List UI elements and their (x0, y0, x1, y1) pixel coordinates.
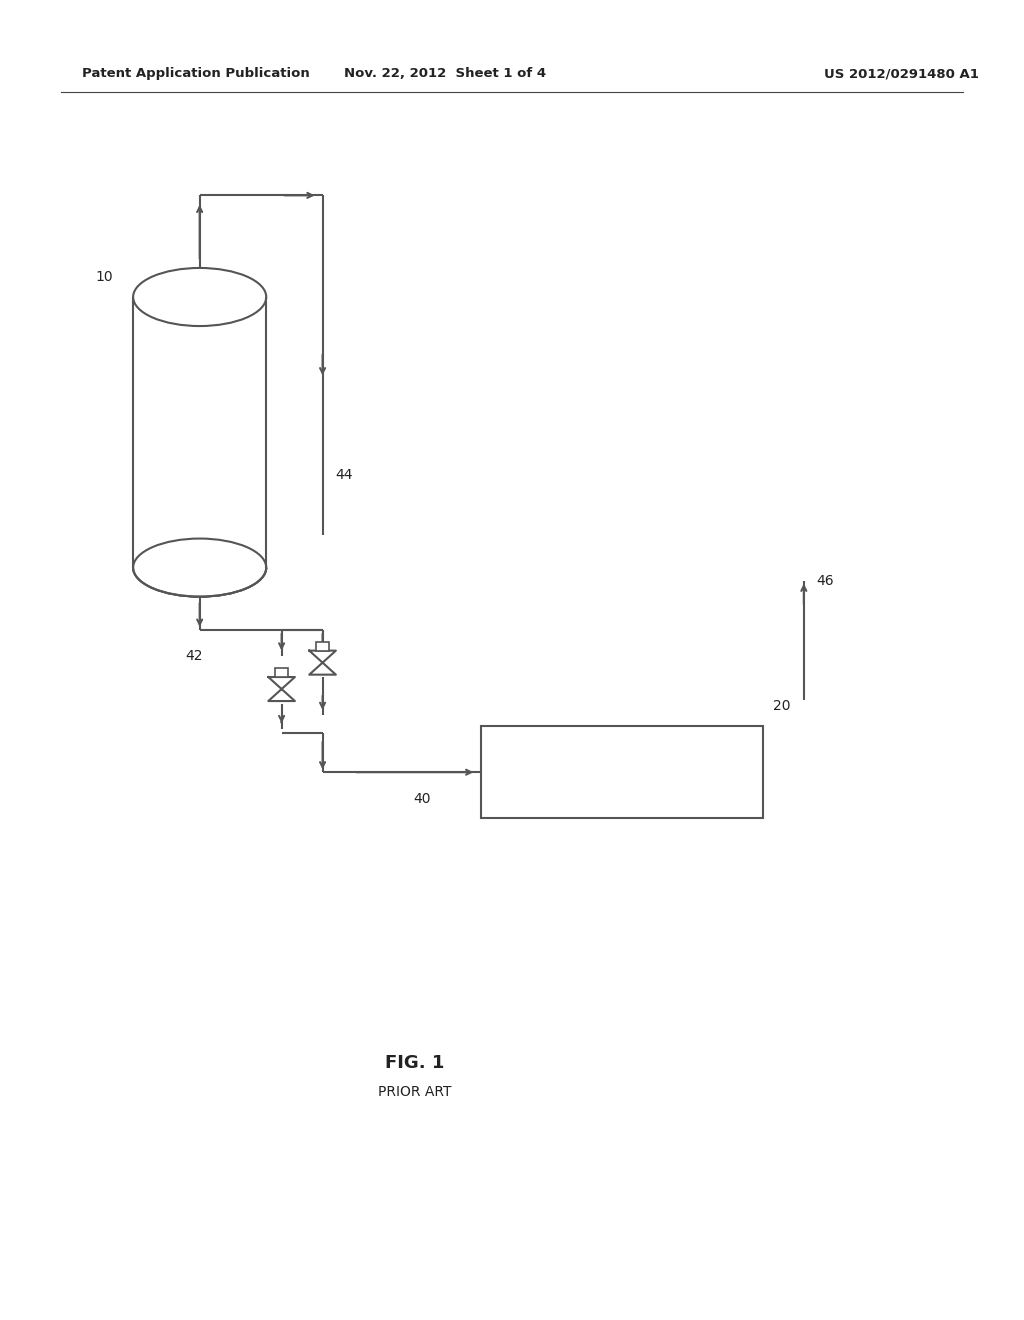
Polygon shape (268, 677, 295, 701)
Polygon shape (481, 726, 763, 818)
Text: 42: 42 (185, 649, 204, 664)
Text: FIG. 1: FIG. 1 (385, 1053, 444, 1072)
Polygon shape (274, 668, 289, 677)
Text: Nov. 22, 2012  Sheet 1 of 4: Nov. 22, 2012 Sheet 1 of 4 (344, 67, 547, 81)
Polygon shape (309, 651, 336, 675)
Text: 10: 10 (95, 269, 113, 284)
Text: 46: 46 (816, 574, 834, 587)
Text: 20: 20 (773, 700, 791, 713)
Polygon shape (315, 642, 330, 651)
Ellipse shape (133, 539, 266, 597)
Text: PRIOR ART: PRIOR ART (378, 1085, 452, 1098)
Text: US 2012/0291480 A1: US 2012/0291480 A1 (823, 67, 979, 81)
Text: Patent Application Publication: Patent Application Publication (82, 67, 309, 81)
Text: 44: 44 (335, 469, 352, 482)
Text: 40: 40 (414, 792, 431, 807)
